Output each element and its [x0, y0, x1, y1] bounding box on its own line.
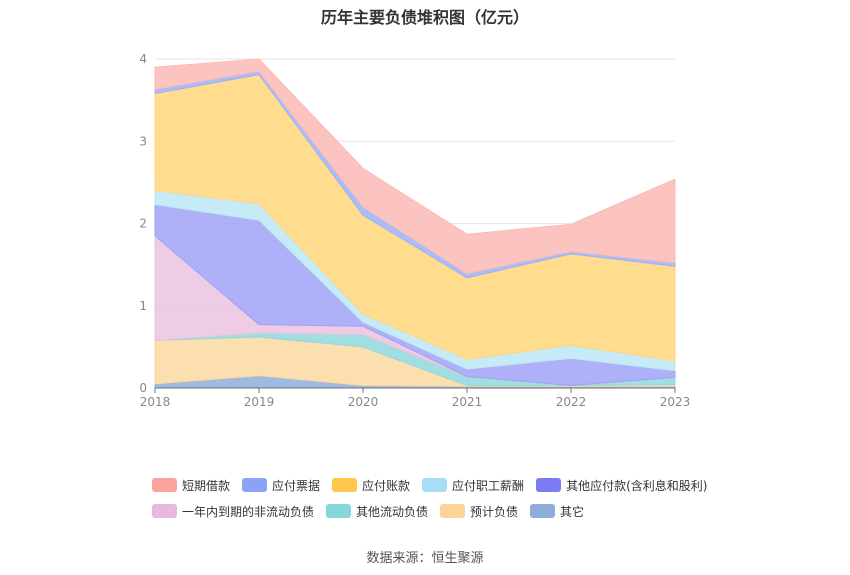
legend-label: 短期借款 [182, 478, 231, 493]
y-tick-label: 2 [139, 217, 147, 231]
legend-swatch [152, 504, 177, 518]
legend-item[interactable]: 其他流动负债 [326, 503, 428, 520]
legend-item[interactable]: 其他应付款(含利息和股利) [536, 477, 707, 494]
legend-swatch [440, 504, 466, 518]
legend-item[interactable]: 应付职工薪酬 [422, 477, 524, 494]
area-series [154, 58, 676, 275]
legend-item[interactable]: 短期借款 [152, 477, 230, 494]
legend-swatch [530, 504, 556, 518]
legend-label: 应付职工薪酬 [452, 478, 525, 493]
legend-swatch [332, 478, 358, 492]
legend-label: 其他流动负债 [356, 504, 429, 519]
y-tick-label: 1 [139, 299, 147, 313]
x-tick-label: 2023 [660, 395, 691, 409]
chart-title: 历年主要负债堆积图（亿元） [320, 8, 529, 27]
x-tick-label: 2021 [452, 395, 483, 409]
legend-item[interactable]: 应付账款 [332, 477, 410, 494]
axis-layer: 0 1 2 3 4 2018 2019 2020 2021 2022 2023 [139, 52, 690, 409]
legend-item[interactable]: 应付票据 [242, 477, 320, 494]
legend-label: 预计负债 [470, 504, 519, 519]
legend-label: 应付账款 [362, 478, 411, 493]
y-tick-label: 4 [139, 52, 147, 66]
y-tick-label: 0 [139, 381, 147, 395]
legend-swatch [422, 478, 448, 492]
legend-swatch [242, 478, 268, 492]
legend-item[interactable]: 其它 [530, 503, 584, 520]
legend-label: 一年内到期的非流动负债 [182, 504, 315, 519]
legend: 短期借款 应付票据 应付账款 应付职工薪酬 其他应付款(含利息和股利) 一年内到… [152, 472, 772, 524]
legend-row-2: 一年内到期的非流动负债 其他流动负债 预计负债 其它 [152, 498, 772, 524]
x-tick-label: 2020 [348, 395, 379, 409]
source-note: 数据来源：恒生聚源 [366, 551, 484, 566]
legend-label: 其他应付款(含利息和股利) [566, 478, 708, 493]
legend-swatch [152, 478, 177, 492]
legend-item[interactable]: 一年内到期的非流动负债 [152, 503, 314, 520]
x-tick-label: 2019 [244, 395, 275, 409]
legend-row-1: 短期借款 应付票据 应付账款 应付职工薪酬 其他应付款(含利息和股利) [152, 472, 772, 498]
x-tick-label: 2018 [140, 395, 171, 409]
legend-swatch [536, 478, 562, 492]
legend-label: 应付票据 [272, 478, 321, 493]
legend-swatch [326, 504, 352, 518]
y-tick-label: 3 [139, 134, 147, 148]
legend-item[interactable]: 预计负债 [440, 503, 518, 520]
legend-label: 其它 [560, 504, 585, 519]
x-tick-label: 2022 [556, 395, 587, 409]
area-layer [154, 58, 676, 389]
